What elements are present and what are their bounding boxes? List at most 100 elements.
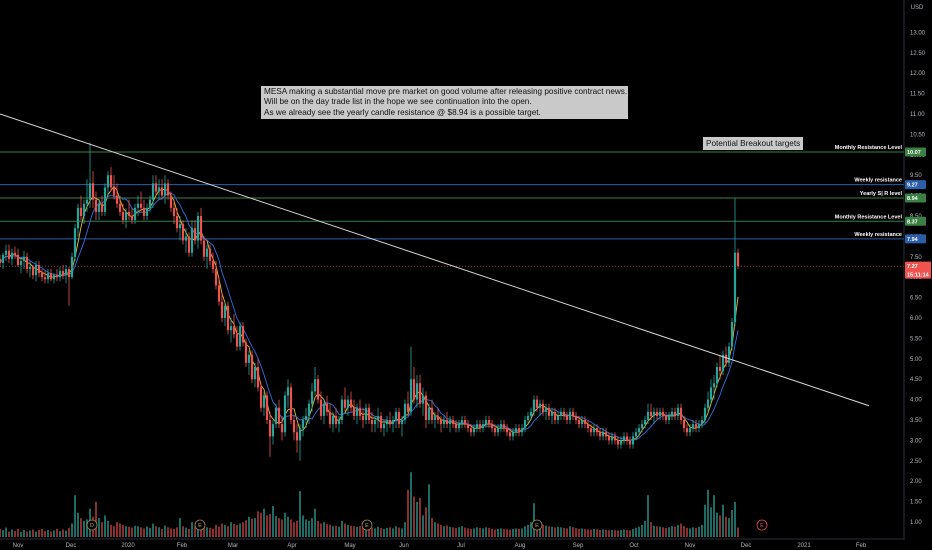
- time-tick-6: May: [344, 543, 355, 549]
- candle-body: [406, 403, 410, 412]
- candle-body: [391, 420, 395, 425]
- candle: [178, 216, 182, 241]
- candle-body: [385, 420, 389, 425]
- event-marker-2[interactable]: E: [361, 519, 373, 531]
- candle-body: [301, 420, 305, 429]
- volume-bar: [176, 527, 178, 537]
- candle: [73, 224, 77, 261]
- candle-body: [145, 207, 149, 216]
- event-marker-1[interactable]: E: [194, 519, 206, 531]
- candle-body: [730, 322, 734, 347]
- volume-bar: [317, 520, 319, 537]
- candle-body: [319, 399, 323, 416]
- volume-bar: [506, 529, 508, 537]
- volume-bar: [437, 523, 439, 537]
- candle: [409, 346, 413, 416]
- candle: [265, 391, 269, 425]
- volume-bar: [266, 515, 268, 537]
- candle: [439, 415, 443, 433]
- candle-body: [217, 285, 221, 302]
- analysis-note[interactable]: MESA making a substantial move pre marke…: [261, 86, 628, 119]
- volume-bar: [461, 526, 463, 537]
- candle: [721, 350, 725, 376]
- volume-bar: [668, 527, 670, 537]
- candle: [217, 277, 221, 306]
- volume-bar: [665, 527, 667, 537]
- candle-body: [289, 387, 293, 420]
- volume-bar: [242, 522, 244, 537]
- candle-body: [556, 415, 560, 420]
- event-marker-3[interactable]: E: [531, 519, 543, 531]
- volume-bar: [380, 527, 382, 537]
- time-tick-9: Aug: [515, 543, 526, 549]
- volume-bar: [350, 525, 352, 537]
- volume-bar: [512, 528, 514, 537]
- event-marker-4[interactable]: E: [756, 519, 768, 531]
- candle: [535, 395, 539, 412]
- candle-body: [220, 301, 224, 318]
- candle: [247, 350, 251, 376]
- breakout-targets-label[interactable]: Potential Breakout targets: [703, 137, 804, 150]
- candle: [1, 252, 5, 270]
- candle: [388, 411, 392, 429]
- resistance-label-3: Monthly Resistance Level: [835, 214, 903, 220]
- volume-bar: [212, 528, 214, 537]
- candle-body: [409, 379, 413, 412]
- volume-bar: [173, 528, 175, 537]
- volume-bar: [686, 527, 688, 537]
- candle-body: [130, 216, 134, 221]
- volume-bar: [62, 529, 64, 537]
- volume-bar: [386, 527, 388, 537]
- volume-bar: [269, 514, 271, 537]
- volume-bar: [74, 495, 76, 537]
- candle: [214, 260, 218, 290]
- volume-bar: [689, 528, 691, 537]
- event-marker-0[interactable]: D: [86, 519, 98, 531]
- candle: [4, 244, 8, 261]
- trendline[interactable]: [0, 113, 870, 407]
- volume-bar: [146, 526, 148, 537]
- candle: [436, 407, 440, 425]
- volume-bar: [491, 528, 493, 537]
- resistance-tag-0: 10.07: [907, 150, 921, 156]
- candle-body: [310, 391, 314, 404]
- candle: [205, 244, 209, 270]
- volume-bar: [647, 495, 649, 537]
- candle: [499, 420, 503, 433]
- candle: [508, 428, 512, 441]
- candle: [733, 198, 737, 327]
- candle-body: [160, 187, 164, 196]
- price-tick-13: 6.50: [910, 296, 922, 302]
- descending-trendline[interactable]: [0, 113, 870, 407]
- candle: [427, 403, 431, 425]
- candle-body: [388, 420, 392, 425]
- volume-bar: [683, 526, 685, 537]
- candle: [226, 301, 230, 335]
- candle-body: [715, 366, 719, 384]
- candle-body: [25, 256, 29, 270]
- candle: [49, 269, 53, 282]
- candle-body: [211, 260, 215, 270]
- candle: [58, 267, 62, 282]
- note-line-1: MESA making a substantial move pre marke…: [264, 87, 628, 96]
- volume-bar: [248, 516, 250, 537]
- candle: [109, 167, 113, 192]
- candle-body: [196, 216, 200, 241]
- time-axis[interactable]: Nov Dec 2020 Feb Mar Apr May Jun Jul Aug Sep Oct Nov…: [0, 538, 904, 549]
- price-tick-7: 9.50: [910, 173, 922, 179]
- candle: [304, 407, 308, 429]
- volume-bar: [278, 518, 280, 537]
- volume-bar: [308, 520, 310, 537]
- volume-bar: [509, 529, 511, 537]
- candle: [481, 420, 485, 433]
- candle-body: [544, 407, 548, 412]
- volume-bar: [485, 527, 487, 537]
- volume-bar: [545, 525, 547, 537]
- candle: [292, 415, 296, 441]
- candle-body: [664, 415, 668, 420]
- volume-bar: [479, 527, 481, 537]
- volume-bar: [263, 508, 265, 537]
- resistance-tag-bg-2: [905, 193, 926, 203]
